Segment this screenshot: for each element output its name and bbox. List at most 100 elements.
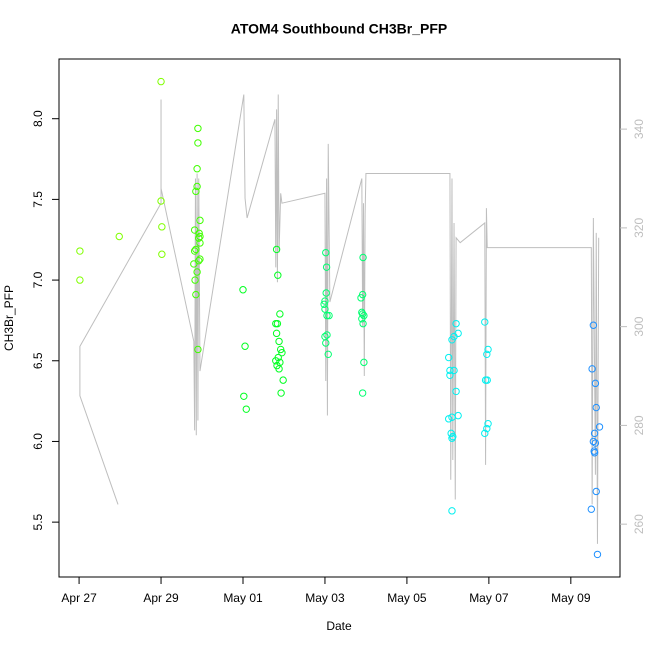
point (240, 392, 248, 400)
chart-title: ATOM4 Southbound CH3Br_PFP (231, 21, 447, 37)
point (324, 350, 332, 359)
point (589, 321, 598, 329)
point (194, 139, 202, 147)
point (446, 371, 454, 379)
point (276, 310, 284, 318)
point (192, 290, 200, 299)
point (359, 253, 367, 262)
point (358, 310, 367, 318)
point (272, 245, 281, 254)
point (272, 357, 280, 365)
point (323, 311, 331, 320)
point (195, 234, 203, 242)
point (194, 345, 202, 354)
point (193, 165, 201, 173)
line (79, 94, 600, 544)
point (322, 289, 330, 297)
point (242, 405, 250, 413)
x-tick-label: May 09 (551, 591, 591, 605)
point (587, 505, 596, 513)
point (483, 350, 491, 359)
y-tick-label: 5.5 (31, 513, 45, 530)
y-tick-label: 7.0 (31, 271, 45, 288)
point (193, 268, 201, 276)
point (196, 255, 204, 263)
point (589, 437, 598, 446)
point (274, 271, 282, 279)
point (273, 319, 282, 328)
point (76, 276, 84, 284)
point (590, 429, 599, 438)
point (592, 487, 600, 496)
point (192, 187, 200, 196)
point (591, 379, 600, 388)
point (115, 232, 123, 241)
point (76, 247, 84, 255)
point (192, 245, 200, 254)
point (193, 182, 201, 191)
point (592, 403, 600, 412)
y2-tick-label: 300 (632, 316, 646, 336)
point (321, 305, 329, 313)
point (275, 337, 283, 346)
point (157, 77, 165, 86)
point (358, 389, 367, 397)
point (190, 247, 199, 255)
point (484, 419, 492, 428)
y-tick-label: 6.0 (31, 433, 45, 450)
point (278, 348, 286, 357)
point (360, 358, 368, 367)
x-axis-label: Date (326, 619, 352, 633)
point (452, 319, 460, 328)
point (588, 365, 596, 373)
point (593, 550, 602, 559)
point (241, 342, 249, 350)
point (445, 353, 453, 362)
y2-tick-label: 320 (632, 218, 646, 238)
point (448, 434, 456, 442)
point (483, 424, 491, 433)
point (158, 250, 166, 258)
point (321, 297, 329, 305)
point (190, 260, 198, 268)
x-tick-label: May 01 (223, 591, 263, 605)
point (195, 229, 203, 237)
point (322, 339, 330, 347)
point (322, 263, 331, 271)
point (481, 429, 489, 438)
point (196, 216, 204, 225)
point (590, 449, 599, 457)
point (484, 345, 492, 354)
point (452, 387, 460, 396)
point (275, 365, 283, 373)
point (239, 286, 247, 294)
point (157, 197, 165, 205)
point (194, 124, 202, 133)
point (191, 276, 199, 284)
x-tick-label: Apr 29 (143, 591, 179, 605)
y-tick-label: 7.5 (31, 191, 45, 208)
plot-frame (58, 58, 621, 578)
x-tick-label: May 03 (305, 591, 345, 605)
y2-tick-label: 340 (632, 119, 646, 139)
point (446, 366, 454, 375)
point (272, 329, 281, 338)
point (196, 239, 204, 247)
point (320, 300, 328, 308)
point (357, 294, 365, 302)
point (483, 376, 491, 384)
point (277, 389, 285, 397)
point (279, 376, 287, 384)
point (158, 223, 166, 231)
point (450, 366, 458, 375)
y-tick-label: 8.0 (31, 110, 45, 127)
y-tick-label: 6.5 (31, 352, 45, 369)
x-tick-label: May 05 (387, 591, 427, 605)
point (322, 248, 330, 257)
point (276, 345, 285, 354)
x-tick-label: May 07 (469, 591, 509, 605)
point (358, 315, 366, 323)
y2-tick-label: 260 (632, 514, 646, 534)
point (448, 336, 456, 344)
